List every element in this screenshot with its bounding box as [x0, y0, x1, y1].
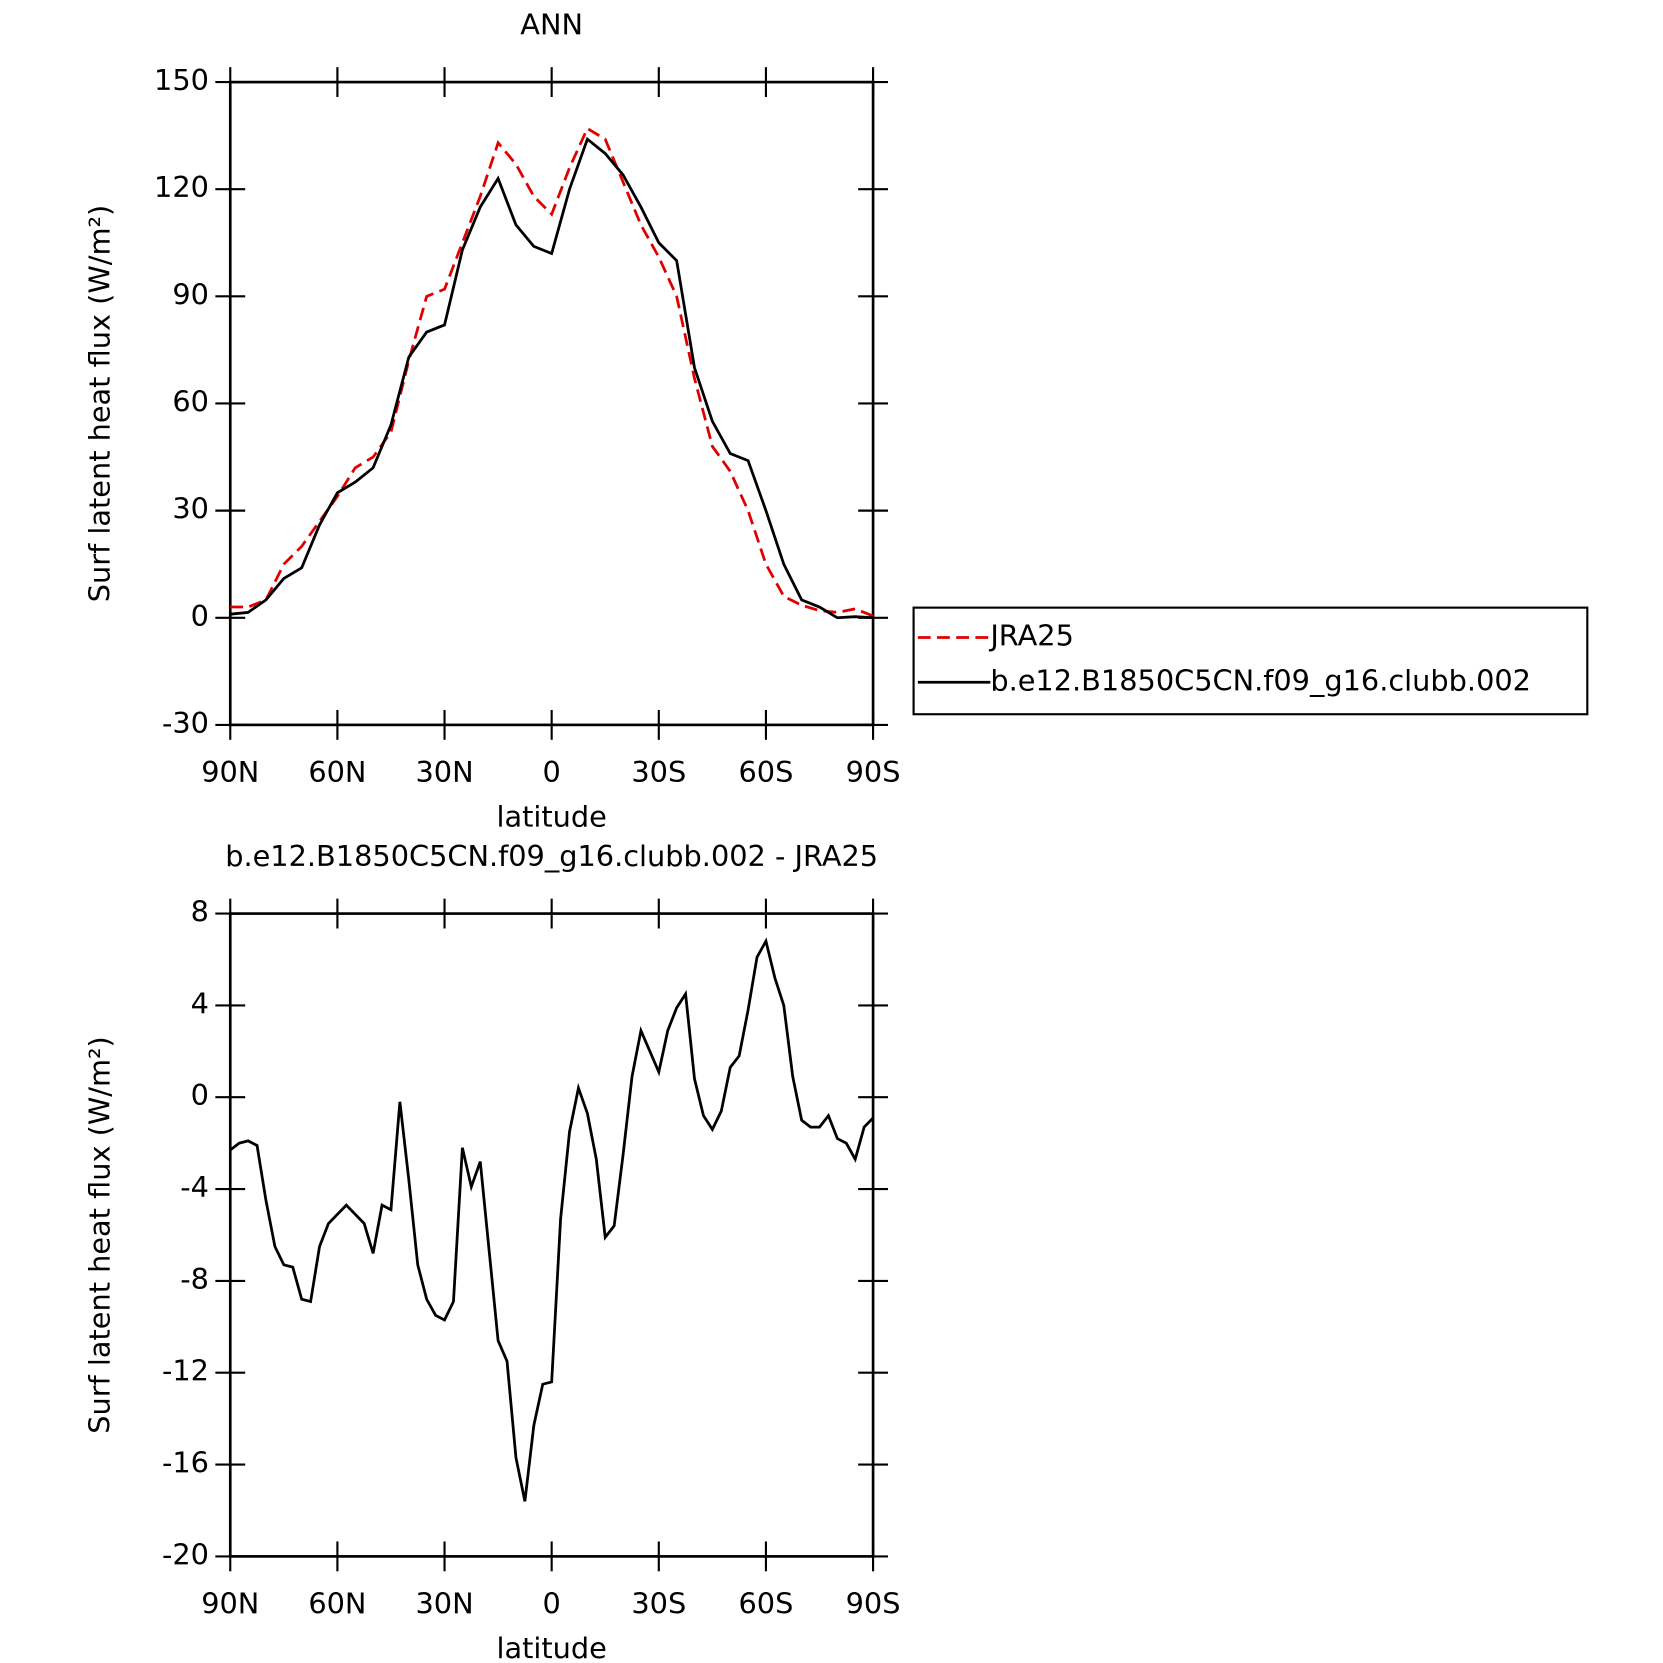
x-tick-label: 90N: [201, 1586, 259, 1620]
plot-frame: [228, 912, 875, 1558]
y-tick-label: 150: [154, 63, 209, 97]
x-tick-label: 0: [543, 1586, 561, 1620]
y-tick-label: -20: [162, 1537, 209, 1571]
x-tick-label: 30S: [631, 1586, 686, 1620]
y-tick-label: 0: [191, 1078, 209, 1112]
data-line: [229, 937, 875, 1502]
y-tick-label: 90: [172, 277, 209, 311]
y-tick-label: -16: [162, 1446, 209, 1480]
y-tick-label: 0: [191, 599, 209, 633]
y-tick-label: -30: [162, 706, 209, 740]
data-line: [230, 136, 874, 620]
x-tick-label: 30S: [631, 755, 686, 789]
y-axis-label: Surf latent heat flux (W/m²): [82, 205, 116, 602]
plot-frame: [228, 80, 875, 727]
x-tick-label: 60N: [308, 755, 366, 789]
x-tick-label: 60N: [308, 1586, 366, 1620]
y-tick-label: 8: [191, 895, 209, 929]
y-tick-label: 60: [172, 384, 209, 418]
y-tick-label: 120: [154, 170, 209, 204]
y-tick-label: 4: [191, 986, 209, 1020]
x-axis-label: latitude: [496, 1631, 606, 1663]
x-tick-label: 30N: [415, 755, 473, 789]
legend-label: b.e12.B1850C5CN.f09_g16.clubb.002: [990, 663, 1531, 697]
chart-title: ANN: [520, 8, 583, 42]
x-tick-label: 90N: [201, 755, 259, 789]
x-tick-label: 60S: [739, 1586, 794, 1620]
y-tick-label: -4: [180, 1170, 209, 1204]
y-axis-label: Surf latent heat flux (W/m²): [82, 1036, 116, 1433]
x-tick-label: 30N: [415, 1586, 473, 1620]
x-tick-label: 0: [543, 755, 561, 789]
x-tick-label: 60S: [739, 755, 794, 789]
x-axis-label: latitude: [496, 800, 606, 834]
data-line: [230, 126, 874, 618]
x-tick-label: 90S: [846, 1586, 901, 1620]
chart-title: b.e12.B1850C5CN.f09_g16.clubb.002 - JRA2…: [225, 839, 878, 873]
legend-label: JRA25: [988, 618, 1074, 652]
y-tick-label: -12: [162, 1354, 209, 1388]
y-tick-label: 30: [172, 492, 209, 526]
legend-box: [912, 606, 1589, 716]
y-tick-label: -8: [180, 1262, 209, 1296]
x-tick-label: 90S: [846, 755, 901, 789]
